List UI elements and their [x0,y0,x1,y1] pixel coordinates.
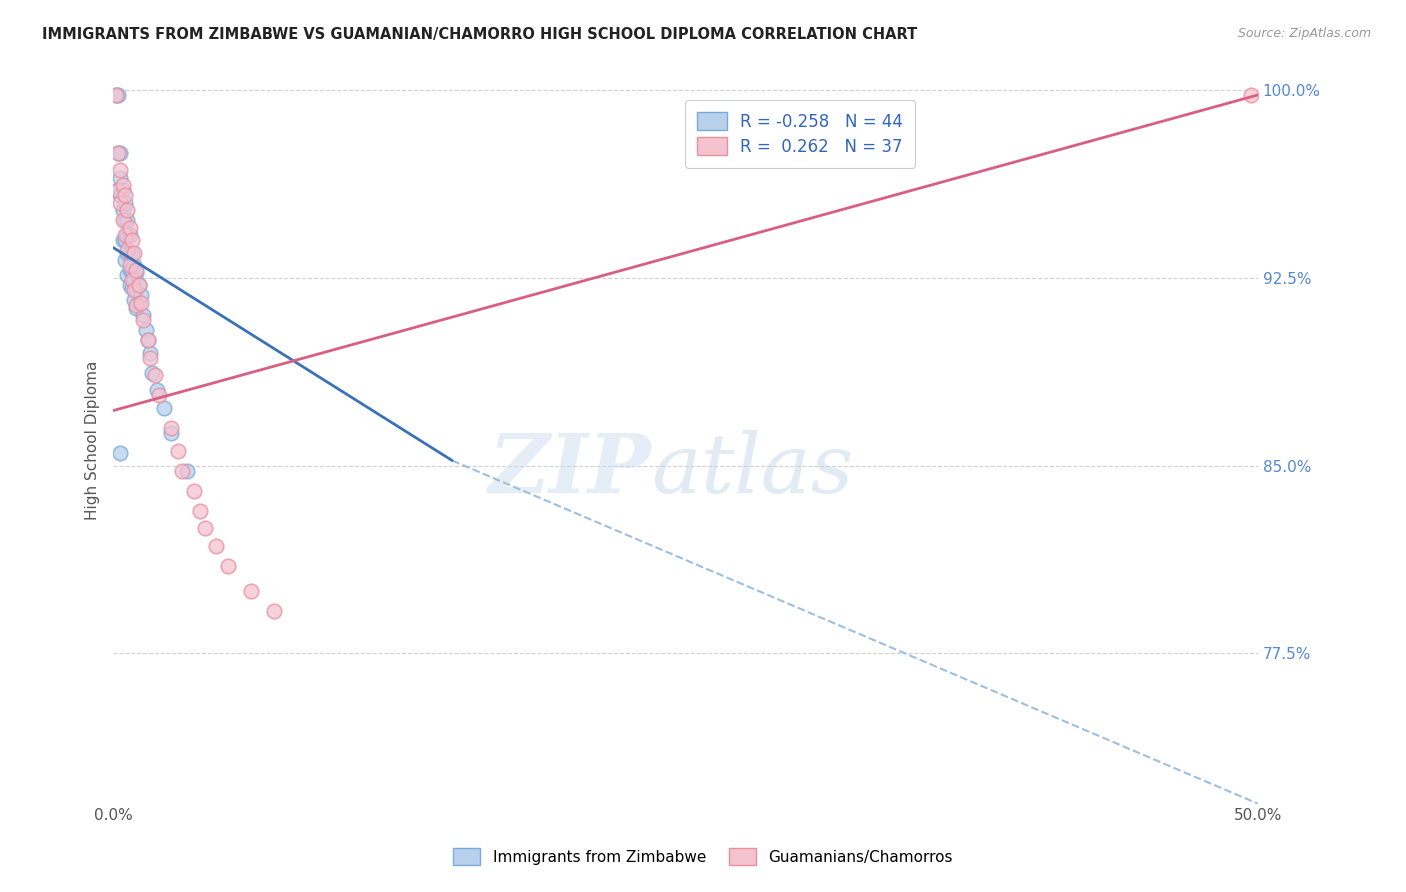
Point [118,220,141,235]
Point [110,188,132,202]
Point [121,233,143,247]
Point [115,203,138,218]
Point [110,170,132,185]
Point [107,145,129,160]
Point [141,366,163,380]
Point [118,245,141,260]
Point [166,443,188,458]
Point [111,203,134,218]
Point [107,145,129,160]
Y-axis label: High School Diploma: High School Diploma [86,361,100,520]
Point [172,464,194,478]
Point [111,183,134,197]
Point [122,273,145,287]
Point [115,228,138,243]
Point [110,163,132,178]
Point [107,183,129,197]
Point [263,604,285,618]
Point [122,293,145,308]
Point [128,278,150,293]
Point [128,295,150,310]
Point [104,87,127,102]
Point [110,446,132,460]
Point [122,245,145,260]
Point [111,233,134,247]
Point [121,263,143,277]
Point [190,503,212,517]
Point [114,228,136,243]
Point [104,87,127,102]
Point [148,388,170,402]
Point [125,283,148,297]
Point [114,188,136,202]
Text: atlas: atlas [651,430,853,509]
Point [205,539,228,553]
Point [118,278,141,293]
Point [115,244,138,258]
Point [122,258,145,272]
Point [121,273,143,287]
Point [118,258,141,272]
Point [125,266,148,280]
Point [1240,87,1263,102]
Point [129,288,152,302]
Point [159,421,181,435]
Point [118,263,141,277]
Point [111,213,134,227]
Point [121,281,143,295]
Point [129,295,152,310]
Point [107,87,129,102]
Point [194,521,217,535]
Legend: Immigrants from Zimbabwe, Guamanians/Chamorros: Immigrants from Zimbabwe, Guamanians/Cha… [447,842,959,871]
Point [139,351,162,365]
Point [111,178,134,193]
Point [122,283,145,297]
Point [125,301,148,315]
Point [115,245,138,260]
Point [115,268,138,283]
Point [139,346,162,360]
Point [136,334,159,348]
Point [159,425,181,440]
Point [121,245,143,260]
Text: ZIP: ZIP [489,430,651,509]
Point [125,298,148,312]
Point [114,195,136,210]
Point [110,145,132,160]
Point [107,183,129,197]
Point [132,313,155,327]
Point [118,228,141,243]
Point [176,464,198,478]
Point [114,213,136,227]
Point [239,583,262,598]
Point [135,323,157,337]
Point [114,233,136,247]
Point [217,558,239,573]
Point [146,384,169,398]
Point [183,483,205,498]
Legend: R = -0.258   N = 44, R =  0.262   N = 37: R = -0.258 N = 44, R = 0.262 N = 37 [685,100,915,168]
Text: Source: ZipAtlas.com: Source: ZipAtlas.com [1237,27,1371,40]
Point [115,213,138,227]
Point [110,195,132,210]
Point [125,263,148,277]
Point [143,368,166,383]
Point [153,401,176,415]
Text: IMMIGRANTS FROM ZIMBABWE VS GUAMANIAN/CHAMORRO HIGH SCHOOL DIPLOMA CORRELATION C: IMMIGRANTS FROM ZIMBABWE VS GUAMANIAN/CH… [42,27,918,42]
Point [114,253,136,268]
Point [136,334,159,348]
Point [128,278,150,293]
Point [132,309,155,323]
